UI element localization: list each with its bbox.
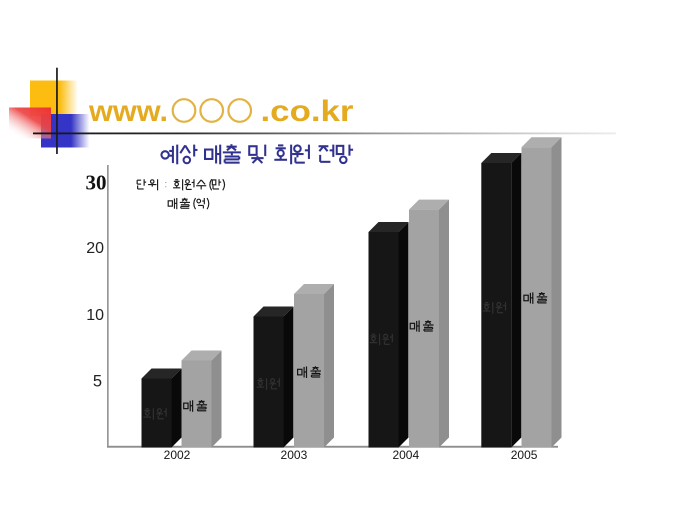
svg-text:2005: 2005 <box>511 448 538 462</box>
svg-text:2004: 2004 <box>392 448 419 462</box>
svg-text:30: 30 <box>86 171 107 195</box>
svg-text:10: 10 <box>86 307 104 324</box>
svg-text:www.: www. <box>88 95 168 128</box>
svg-text:2003: 2003 <box>281 448 308 462</box>
svg-text:.co.kr: .co.kr <box>261 95 354 128</box>
svg-text:2002: 2002 <box>164 448 191 462</box>
svg-text:5: 5 <box>93 372 102 390</box>
svg-text:20: 20 <box>86 240 104 257</box>
